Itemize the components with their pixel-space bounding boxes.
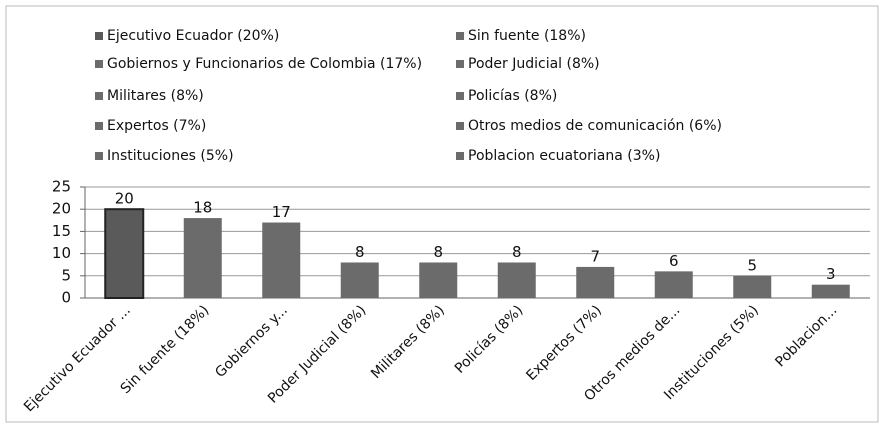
legend-label: Otros medios de comunicación (6%) (468, 118, 722, 134)
value-label: 8 (512, 243, 522, 261)
y-tick-label: 0 (61, 289, 71, 307)
legend-label: Ejecutivo Ecuador (20%) (107, 28, 279, 44)
legend-swatch (95, 60, 103, 68)
value-label: 5 (747, 256, 757, 274)
bar (811, 284, 850, 298)
legend-swatch (456, 152, 464, 160)
bar (340, 262, 379, 298)
bar (733, 275, 772, 298)
bar (419, 262, 458, 298)
value-label: 7 (590, 247, 600, 265)
bar (497, 262, 536, 298)
bar (104, 208, 145, 299)
bar (262, 222, 301, 298)
legend-label: Sin fuente (18%) (468, 28, 586, 44)
value-label: 8 (433, 243, 443, 261)
value-label: 17 (272, 203, 291, 221)
value-label: 3 (826, 265, 836, 283)
legend-swatch (95, 92, 103, 100)
legend-swatch (95, 32, 103, 40)
legend-swatch (456, 60, 464, 68)
legend-label: Poblacion ecuatoriana (3%) (468, 148, 660, 164)
legend-swatch (95, 122, 103, 130)
legend-swatch (456, 122, 464, 130)
value-label: 6 (669, 252, 679, 270)
legend-label: Poder Judicial (8%) (468, 56, 600, 72)
chart-border (5, 5, 879, 423)
value-label: 20 (115, 190, 134, 208)
legend-label: Instituciones (5%) (107, 148, 234, 164)
y-tick-label: 20 (52, 200, 71, 218)
bar (576, 266, 615, 298)
legend-swatch (95, 152, 103, 160)
bar (183, 218, 222, 298)
value-label: 18 (193, 199, 212, 217)
legend-label: Militares (8%) (107, 88, 204, 104)
legend-label: Gobiernos y Funcionarios de Colombia (17… (107, 56, 422, 72)
y-tick-label: 10 (52, 244, 71, 262)
legend-label: Expertos (7%) (107, 118, 206, 134)
y-tick-label: 15 (52, 222, 71, 240)
legend-label: Policías (8%) (468, 88, 557, 104)
legend-swatch (456, 32, 464, 40)
bar (654, 271, 693, 298)
legend-swatch (456, 92, 464, 100)
y-tick-label: 5 (61, 266, 71, 284)
y-tick-label: 25 (52, 178, 71, 196)
value-label: 8 (355, 243, 365, 261)
